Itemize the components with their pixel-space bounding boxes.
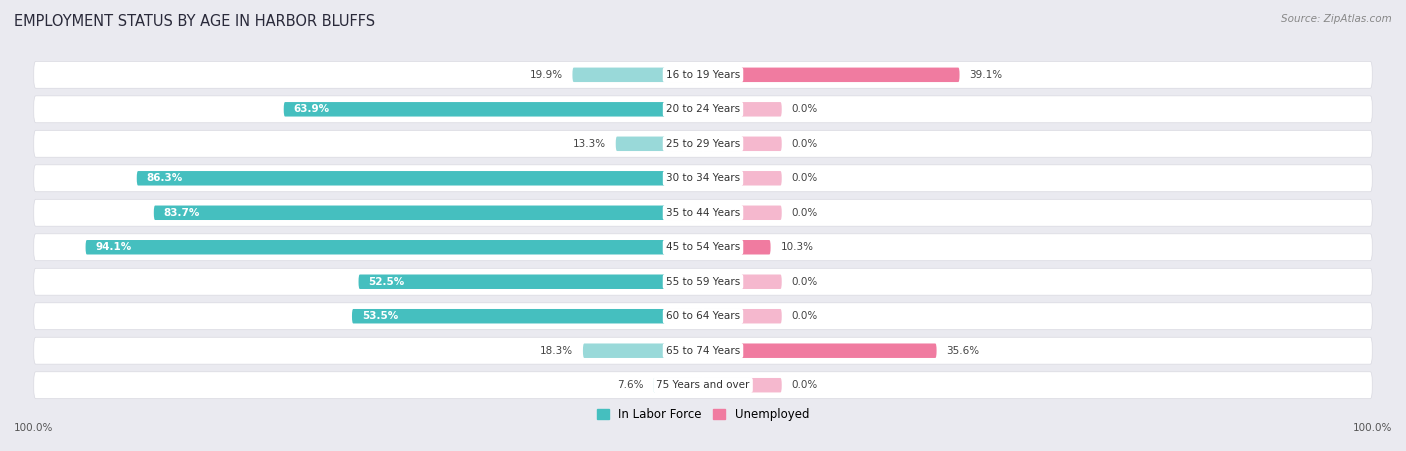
FancyBboxPatch shape: [136, 171, 703, 185]
FancyBboxPatch shape: [616, 137, 703, 151]
FancyBboxPatch shape: [34, 234, 1372, 261]
FancyBboxPatch shape: [703, 378, 782, 392]
Text: 65 to 74 Years: 65 to 74 Years: [666, 346, 740, 356]
Text: 30 to 34 Years: 30 to 34 Years: [666, 173, 740, 183]
Text: 35.6%: 35.6%: [946, 346, 980, 356]
Text: 52.5%: 52.5%: [368, 277, 405, 287]
Text: 63.9%: 63.9%: [294, 104, 329, 114]
Text: 60 to 64 Years: 60 to 64 Years: [666, 311, 740, 321]
FancyBboxPatch shape: [284, 102, 703, 116]
Text: 0.0%: 0.0%: [792, 208, 818, 218]
Text: 25 to 29 Years: 25 to 29 Years: [666, 139, 740, 149]
FancyBboxPatch shape: [34, 96, 1372, 123]
FancyBboxPatch shape: [703, 137, 782, 151]
Legend: In Labor Force, Unemployed: In Labor Force, Unemployed: [598, 408, 808, 421]
Text: 83.7%: 83.7%: [163, 208, 200, 218]
FancyBboxPatch shape: [583, 344, 703, 358]
Text: 39.1%: 39.1%: [969, 70, 1002, 80]
Text: 100.0%: 100.0%: [14, 423, 53, 433]
FancyBboxPatch shape: [34, 165, 1372, 192]
Text: 0.0%: 0.0%: [792, 380, 818, 390]
Text: 0.0%: 0.0%: [792, 277, 818, 287]
Text: 0.0%: 0.0%: [792, 173, 818, 183]
FancyBboxPatch shape: [654, 378, 703, 392]
FancyBboxPatch shape: [703, 102, 782, 116]
FancyBboxPatch shape: [34, 130, 1372, 157]
FancyBboxPatch shape: [703, 309, 782, 323]
Text: 53.5%: 53.5%: [361, 311, 398, 321]
FancyBboxPatch shape: [153, 206, 703, 220]
FancyBboxPatch shape: [703, 171, 782, 185]
FancyBboxPatch shape: [34, 61, 1372, 88]
Text: 0.0%: 0.0%: [792, 311, 818, 321]
Text: 75 Years and over: 75 Years and over: [657, 380, 749, 390]
Text: 86.3%: 86.3%: [146, 173, 183, 183]
Text: 94.1%: 94.1%: [96, 242, 132, 252]
FancyBboxPatch shape: [34, 268, 1372, 295]
Text: 0.0%: 0.0%: [792, 139, 818, 149]
Text: 18.3%: 18.3%: [540, 346, 574, 356]
Text: 0.0%: 0.0%: [792, 104, 818, 114]
Text: 20 to 24 Years: 20 to 24 Years: [666, 104, 740, 114]
FancyBboxPatch shape: [703, 240, 770, 254]
FancyBboxPatch shape: [34, 372, 1372, 399]
Text: 16 to 19 Years: 16 to 19 Years: [666, 70, 740, 80]
Text: 13.3%: 13.3%: [572, 139, 606, 149]
FancyBboxPatch shape: [34, 303, 1372, 330]
FancyBboxPatch shape: [572, 68, 703, 82]
FancyBboxPatch shape: [703, 344, 936, 358]
FancyBboxPatch shape: [359, 275, 703, 289]
Text: 19.9%: 19.9%: [530, 70, 562, 80]
FancyBboxPatch shape: [703, 206, 782, 220]
Text: 35 to 44 Years: 35 to 44 Years: [666, 208, 740, 218]
FancyBboxPatch shape: [703, 275, 782, 289]
Text: 55 to 59 Years: 55 to 59 Years: [666, 277, 740, 287]
Text: EMPLOYMENT STATUS BY AGE IN HARBOR BLUFFS: EMPLOYMENT STATUS BY AGE IN HARBOR BLUFF…: [14, 14, 375, 28]
Text: 45 to 54 Years: 45 to 54 Years: [666, 242, 740, 252]
Text: 7.6%: 7.6%: [617, 380, 644, 390]
Text: 10.3%: 10.3%: [780, 242, 814, 252]
FancyBboxPatch shape: [352, 309, 703, 323]
FancyBboxPatch shape: [703, 68, 959, 82]
FancyBboxPatch shape: [86, 240, 703, 254]
FancyBboxPatch shape: [34, 199, 1372, 226]
Text: 100.0%: 100.0%: [1353, 423, 1392, 433]
Text: Source: ZipAtlas.com: Source: ZipAtlas.com: [1281, 14, 1392, 23]
FancyBboxPatch shape: [34, 337, 1372, 364]
